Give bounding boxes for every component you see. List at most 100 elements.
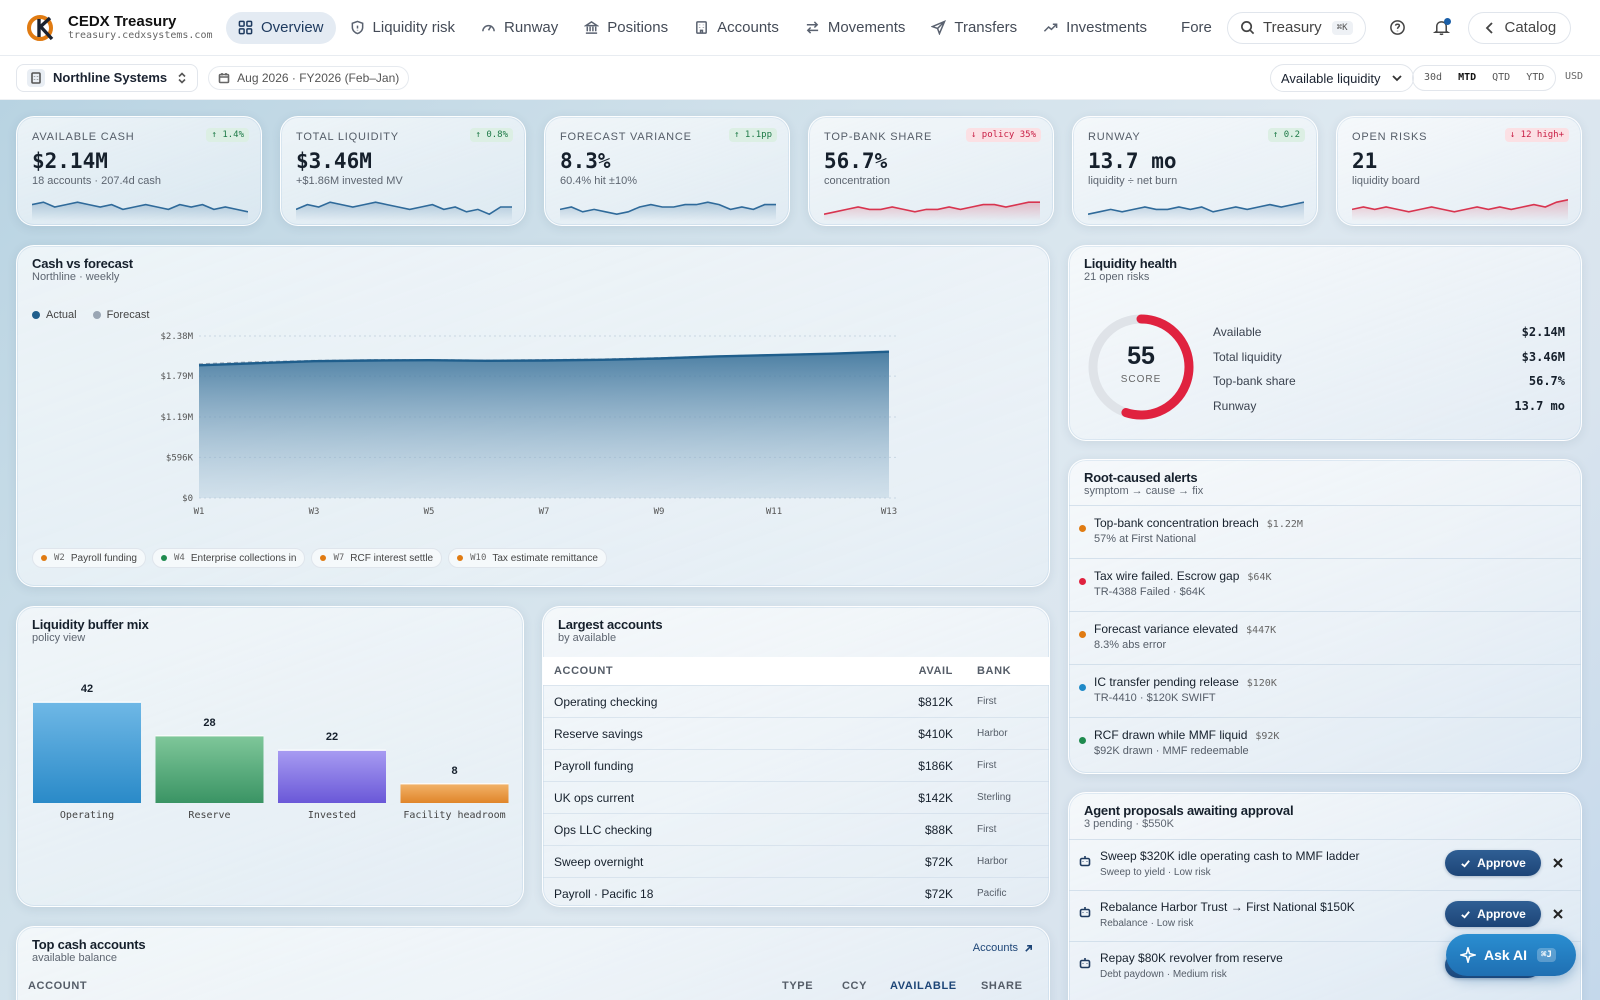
largest-accounts-table: ACCOUNT AVAIL BANK Operating checking $81… <box>543 657 1049 906</box>
event-chip[interactable]: W2 Payroll funding <box>32 548 146 568</box>
liquidity-health-card: Liquidity health 21 open risks 55 SCORE … <box>1068 245 1582 441</box>
kpi-delta-badge: ↓ 12 high+ <box>1504 128 1569 142</box>
health-row-value: 13.7 mo <box>1514 398 1565 413</box>
accounts-link[interactable]: Accounts <box>973 942 1033 954</box>
proposal-detail: Debt paydown · Medium risk <box>1100 969 1227 980</box>
alert-title: Forecast variance elevated <box>1094 622 1239 636</box>
kpi-sparkline <box>32 201 248 221</box>
kpi-sparkline <box>296 201 512 221</box>
reject-button[interactable] <box>1547 903 1569 925</box>
nav-transfers-label: Transfers <box>954 19 1018 36</box>
range-30d[interactable]: 30d <box>1424 72 1443 83</box>
sparkline-area <box>1352 199 1568 221</box>
sparkline-line <box>32 201 248 213</box>
col-ccy[interactable]: CCY <box>842 980 868 992</box>
search-button[interactable]: Treasury ⌘K <box>1227 11 1366 44</box>
event-chip[interactable]: W7 RCF interest settle <box>311 548 443 568</box>
top-cash-table-header: ACCOUNT TYPE CCY AVAILABLE SHARE <box>17 980 1049 1000</box>
actual-line <box>198 350 890 367</box>
nav-investments[interactable]: Investments <box>1031 12 1159 44</box>
table-header: ACCOUNT AVAIL BANK <box>543 657 1049 685</box>
kpi-label: Forecast variance <box>560 131 692 143</box>
table-row[interactable]: Payroll · Pacific 18 $72K Pacific <box>543 877 1049 906</box>
nav-overview[interactable]: Overview <box>226 11 336 44</box>
kpi-value: 21 <box>1352 149 1378 173</box>
col-available[interactable]: AVAILABLE <box>890 980 957 992</box>
trend-icon <box>1044 23 1058 32</box>
cash-card-title: Cash vs forecast <box>32 256 133 271</box>
kpi-card[interactable]: Forecast variance ↑ 1.1pp 8.3% 60.4% hit ±1… <box>544 116 790 226</box>
bell-icon <box>1433 21 1450 36</box>
table-row[interactable]: Sweep overnight $72K Harbor <box>543 845 1049 877</box>
nav-accounts[interactable]: Accounts <box>682 12 791 44</box>
range-ytd[interactable]: YTD <box>1526 72 1545 83</box>
event-markers: W2 Payroll funding W4 Enterprise collection… <box>32 548 613 568</box>
table-row[interactable]: Reserve savings $410K Harbor <box>543 717 1049 749</box>
kpi-card[interactable]: Top-bank share ↓ policy 35% 56.7% concentra… <box>808 116 1054 226</box>
kpi-delta-badge: ↑ 0.2 <box>1267 128 1305 142</box>
sparkline-line <box>296 201 512 216</box>
alert-severity-dot <box>1079 684 1086 691</box>
event-week: W2 <box>54 553 65 563</box>
event-chip[interactable]: W4 Enterprise collections in <box>152 548 306 568</box>
col-type[interactable]: TYPE <box>782 980 814 992</box>
event-label: Payroll funding <box>70 552 137 564</box>
range-qtd[interactable]: QTD <box>1492 72 1511 83</box>
brand[interactable]: CEDX Treasury treasury.cedxsystems.com <box>26 13 226 43</box>
reject-button[interactable] <box>1547 852 1569 874</box>
table-row[interactable]: Operating checking $812K First <box>543 685 1049 717</box>
catalog-button[interactable]: Catalog <box>1467 11 1572 44</box>
approve-button[interactable]: Approve <box>1445 850 1541 876</box>
kpi-card[interactable]: Runway ↑ 0.2 13.7 mo liquidity ÷ net burn <box>1072 116 1318 226</box>
legend-actual[interactable]: Actual <box>32 309 77 321</box>
nav-transfers[interactable]: Transfers <box>919 12 1029 44</box>
entity-icon <box>27 68 45 87</box>
metric-selector[interactable]: Available liquidity <box>1270 64 1414 92</box>
col-share[interactable]: SHARE <box>981 980 1023 992</box>
table-row[interactable]: UK ops current $142K Sterling <box>543 781 1049 813</box>
account-available: $72K <box>924 886 953 901</box>
col-account[interactable]: ACCOUNT <box>28 980 88 992</box>
period-selector[interactable]: Aug 2026 · FY2026 (Feb–Jan) <box>208 65 410 90</box>
nav-forecast[interactable]: Fore <box>1161 12 1223 44</box>
legend-forecast[interactable]: Forecast <box>92 309 149 321</box>
health-score-gauge <box>1088 314 1194 420</box>
alert-item[interactable]: RCF drawn while MMF liquid $92K $92K drawn… <box>1069 717 1581 770</box>
kpi-card[interactable]: Total liquidity ↑ 0.8% $3.46M +$1.86M inves… <box>280 116 526 226</box>
alert-detail: TR-4388 Failed · $64K <box>1094 586 1206 598</box>
nav-runway[interactable]: Runway <box>469 12 570 44</box>
kpi-card[interactable]: Available cash ↑ 1.4% $2.14M 18 accounts · … <box>16 116 262 226</box>
health-score-label: SCORE <box>1120 374 1162 385</box>
col-bank-header[interactable]: BANK <box>977 665 1012 677</box>
alert-item[interactable]: Tax wire failed. Escrow gap $64K TR-4388 F… <box>1069 558 1581 611</box>
health-title: Liquidity health <box>1084 256 1177 271</box>
kpi-sparkline <box>560 201 776 221</box>
bar-category-label: Reserve <box>188 810 230 821</box>
alert-item[interactable]: Top-bank concentration breach $1.22M 57% a… <box>1069 505 1581 558</box>
ask-ai-button[interactable]: Ask AI ⌘J <box>1446 934 1576 976</box>
nav-movements[interactable]: Movements <box>793 12 918 44</box>
kpi-value: 8.3% <box>560 149 611 173</box>
nav-liquidity-risk[interactable]: Liquidity risk <box>338 12 468 44</box>
alert-detail: TR-4410 · $120K SWIFT <box>1094 692 1216 704</box>
kpi-card[interactable]: Open risks ↓ 12 high+ 21 liquidity board <box>1336 116 1582 226</box>
entity-selector[interactable]: Northline Systems <box>16 63 199 92</box>
nav-positions[interactable]: Positions <box>572 12 680 44</box>
col-account-header[interactable]: ACCOUNT <box>554 665 614 677</box>
health-row: Total liquidity $3.46M <box>1213 345 1565 370</box>
notifications-button[interactable] <box>1426 12 1458 44</box>
event-chip[interactable]: W10 Tax estimate remittance <box>448 548 607 568</box>
alert-severity-dot <box>1079 631 1086 638</box>
range-mtd[interactable]: MTD <box>1458 72 1477 83</box>
check-icon <box>1461 859 1471 868</box>
col-avail-header[interactable]: AVAIL <box>918 665 953 677</box>
approve-button[interactable]: Approve <box>1445 901 1541 927</box>
account-bank: Pacific <box>977 888 1007 899</box>
proposal-title: Repay $80K revolver from reserve <box>1100 951 1283 965</box>
help-button[interactable] <box>1382 12 1414 44</box>
table-row[interactable]: Payroll funding $186K First <box>543 749 1049 781</box>
alert-item[interactable]: IC transfer pending release $120K TR-4410 … <box>1069 664 1581 717</box>
alert-item[interactable]: Forecast variance elevated $447K 8.3% abs … <box>1069 611 1581 664</box>
buffer-title: Liquidity buffer mix <box>32 617 149 632</box>
table-row[interactable]: Ops LLC checking $88K First <box>543 813 1049 845</box>
